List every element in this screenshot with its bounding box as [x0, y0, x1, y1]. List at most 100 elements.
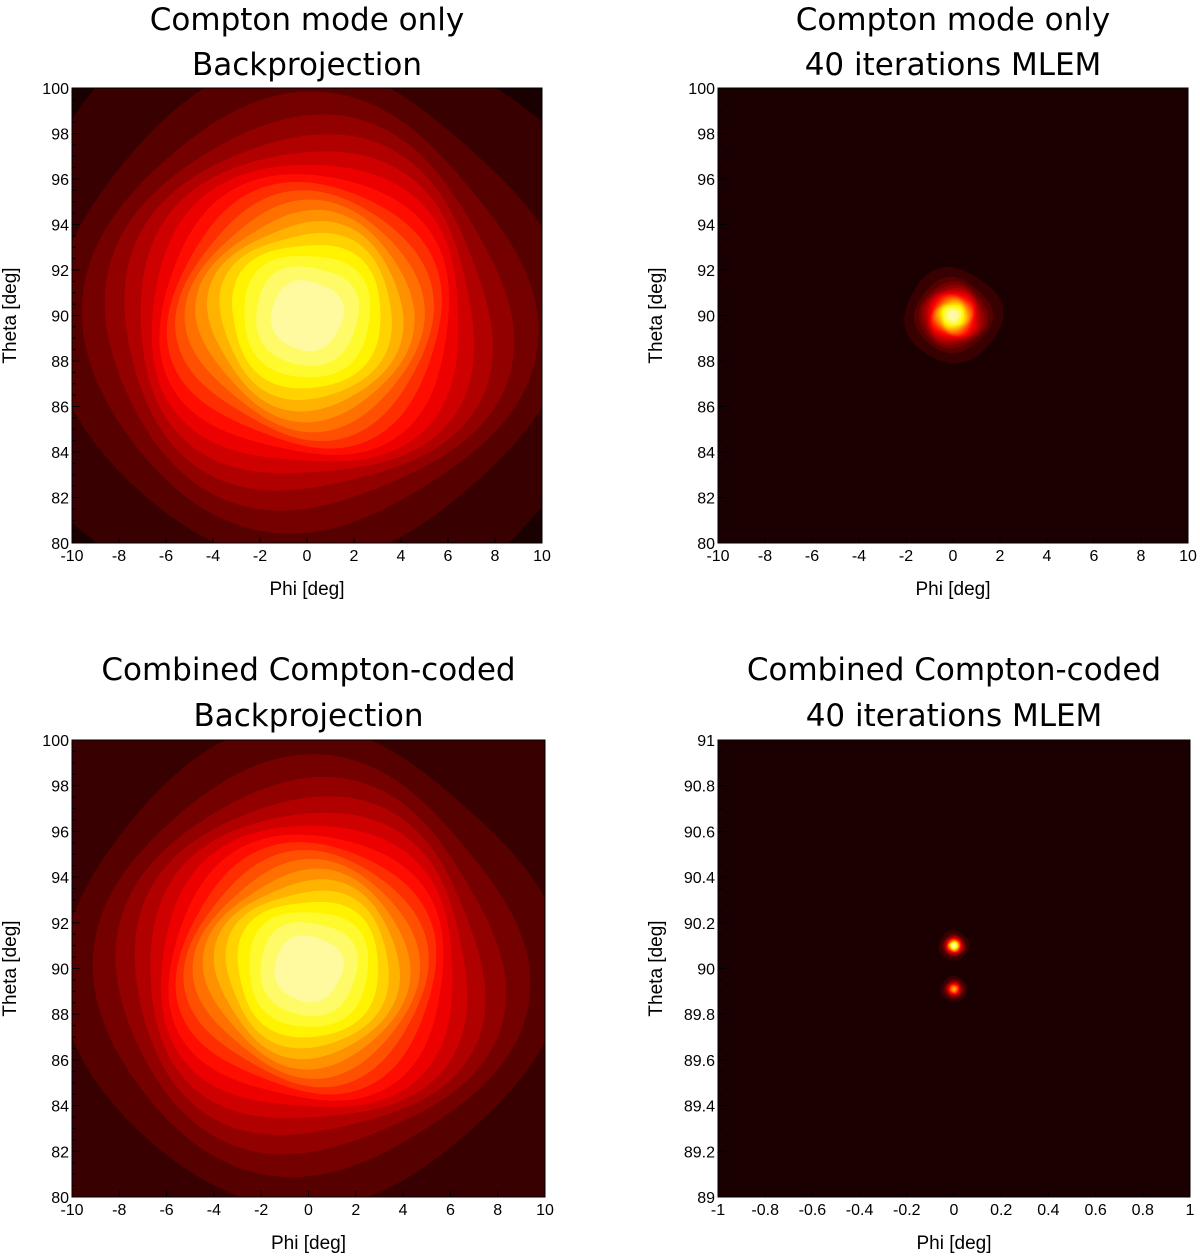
x-tick-label: -4 — [207, 1202, 221, 1219]
y-tick-label: 98 — [51, 779, 69, 796]
y-tick-label: 92 — [697, 263, 715, 280]
y-tick-label: 89.8 — [684, 1007, 715, 1024]
y-tick-label: 90.8 — [684, 779, 715, 796]
x-tick-label: -4 — [852, 548, 866, 565]
x-axis-label: Phi [deg] — [271, 1233, 346, 1254]
y-tick-label: 84 — [697, 445, 715, 462]
y-tick-label: 94 — [51, 218, 69, 235]
x-tick-label: -6 — [159, 1202, 173, 1219]
contour-level-18 — [271, 280, 345, 352]
x-tick-label: -6 — [159, 548, 173, 565]
y-tick-label: 90 — [697, 962, 715, 979]
y-tick-label: 96 — [697, 172, 715, 189]
chart-title-line-1: Combined Compton-coded — [101, 652, 515, 688]
y-tick-label: 86 — [51, 1053, 69, 1070]
heatmap-background — [718, 740, 1190, 1197]
x-axis-label: Phi [deg] — [916, 579, 991, 600]
x-tick-label: -6 — [805, 548, 819, 565]
x-tick-label: 2 — [350, 548, 359, 565]
chart-title-line-2: 40 iterations MLEM — [805, 47, 1102, 83]
x-tick-label: -2 — [253, 548, 267, 565]
x-tick-label: 4 — [397, 548, 406, 565]
contour-level-18 — [947, 310, 959, 321]
chart-title-line-1: Combined Compton-coded — [747, 652, 1161, 688]
x-tick-label: 8 — [1137, 548, 1146, 565]
x-tick-label: 4 — [399, 1202, 408, 1219]
x-tick-label: 0.2 — [990, 1202, 1012, 1219]
y-tick-label: 80 — [51, 536, 69, 553]
x-tick-label: 2 — [351, 1202, 360, 1219]
x-tick-label: 1 — [1186, 1202, 1195, 1219]
y-tick-label: 94 — [697, 218, 715, 235]
y-tick-label: 82 — [51, 491, 69, 508]
x-tick-label: 10 — [1179, 548, 1197, 565]
x-tick-label: -4 — [206, 548, 220, 565]
y-tick-label: 89.4 — [684, 1099, 715, 1116]
contour-level-13 — [952, 988, 956, 991]
x-tick-label: 6 — [444, 548, 453, 565]
x-tick-label: 2 — [996, 548, 1005, 565]
y-axis-label: Theta [deg] — [0, 920, 21, 1016]
chart-title-line-2: 40 iterations MLEM — [806, 698, 1103, 734]
y-tick-label: 80 — [697, 536, 715, 553]
y-tick-label: 90 — [51, 962, 69, 979]
chart-title-line-1: Compton mode only — [150, 2, 464, 38]
x-tick-label: 0.8 — [1132, 1202, 1154, 1219]
y-axis-label: Theta [deg] — [0, 267, 21, 363]
y-tick-label: 88 — [51, 354, 69, 371]
x-tick-label: 10 — [536, 1202, 554, 1219]
y-tick-label: 86 — [697, 400, 715, 417]
x-tick-label: -8 — [112, 1202, 126, 1219]
y-tick-label: 89 — [697, 1190, 715, 1207]
x-tick-label: 4 — [1043, 548, 1052, 565]
heatmap — [718, 740, 1190, 1197]
panel-2: -10 -8 -6 -4 -2 0 2 4 6 8 10 80 82 84 86 88 90 92 94 96 98 10… — [0, 652, 554, 1254]
y-tick-label: 100 — [688, 81, 715, 98]
x-tick-label: 10 — [533, 548, 551, 565]
heatmap — [72, 88, 542, 543]
y-tick-label: 96 — [51, 172, 69, 189]
x-tick-label: 8 — [491, 548, 500, 565]
heatmap — [718, 88, 1188, 543]
y-tick-label: 91 — [697, 733, 715, 750]
y-tick-label: 100 — [42, 733, 69, 750]
heatmap — [72, 740, 545, 1197]
y-tick-label: 84 — [51, 1099, 69, 1116]
y-tick-label: 82 — [51, 1144, 69, 1161]
x-tick-label: -0.4 — [846, 1202, 874, 1219]
x-tick-label: -8 — [112, 548, 126, 565]
panel-3: -1 -0.8 -0.6 -0.4 -0.2 0 0.2 0.4 0.6 0.8 1 89 89.2 89… — [646, 652, 1195, 1254]
x-tick-label: -10 — [60, 548, 83, 565]
chart-title-line-2: Backprojection — [192, 47, 422, 83]
y-axis-label: Theta [deg] — [646, 920, 667, 1016]
chart-title-line-1: Compton mode only — [796, 2, 1110, 38]
panel-1: -10 -8 -6 -4 -2 0 2 4 6 8 10 80 82 84 86 88 90 92 94 96 98 10… — [646, 2, 1197, 600]
chart-title-line-2: Backprojection — [193, 698, 423, 734]
y-tick-label: 90.6 — [684, 824, 715, 841]
x-tick-label: 8 — [493, 1202, 502, 1219]
y-tick-label: 80 — [51, 1190, 69, 1207]
contour-level-18 — [952, 944, 956, 948]
x-tick-label: -10 — [706, 548, 729, 565]
x-tick-label: -0.6 — [799, 1202, 827, 1219]
x-tick-label: -10 — [60, 1202, 83, 1219]
y-tick-label: 94 — [51, 870, 69, 887]
y-tick-label: 92 — [51, 263, 69, 280]
x-tick-label: -8 — [758, 548, 772, 565]
x-tick-label: 0 — [304, 1202, 313, 1219]
x-tick-label: -2 — [254, 1202, 268, 1219]
y-tick-label: 84 — [51, 445, 69, 462]
y-tick-label: 100 — [42, 81, 69, 98]
y-tick-label: 98 — [51, 127, 69, 144]
x-axis-label: Phi [deg] — [270, 579, 345, 600]
x-tick-label: 6 — [446, 1202, 455, 1219]
x-tick-label: 6 — [1090, 548, 1099, 565]
x-tick-label: 0 — [303, 548, 312, 565]
y-tick-label: 90 — [51, 309, 69, 326]
y-tick-label: 96 — [51, 824, 69, 841]
y-tick-label: 90.2 — [684, 916, 715, 933]
y-tick-label: 88 — [697, 354, 715, 371]
panel-0: -10 -8 -6 -4 -2 0 2 4 6 8 10 80 82 84 86 88 90 92 94 96 98 10… — [0, 2, 551, 600]
y-tick-label: 89.6 — [684, 1053, 715, 1070]
